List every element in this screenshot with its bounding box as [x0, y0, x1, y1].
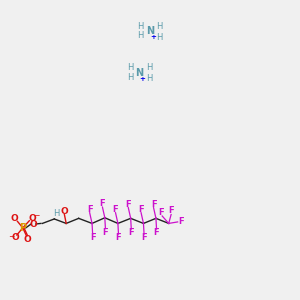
Text: F: F [116, 233, 121, 242]
Text: O: O [28, 214, 36, 223]
Text: F: F [178, 218, 184, 226]
Text: F: F [168, 206, 174, 215]
Text: −: − [8, 232, 15, 241]
Text: H: H [127, 73, 133, 82]
Text: F: F [87, 205, 92, 214]
Text: H: H [127, 63, 133, 72]
Text: F: F [154, 228, 159, 237]
Text: F: F [100, 199, 105, 208]
Text: O: O [11, 214, 18, 223]
Text: N: N [146, 26, 154, 36]
Text: N: N [136, 68, 144, 78]
Text: +: + [140, 76, 146, 82]
Text: −: − [33, 211, 39, 220]
Text: O: O [30, 220, 38, 229]
Text: H: H [156, 33, 163, 42]
Text: F: F [90, 233, 95, 242]
Text: H: H [137, 22, 144, 31]
Text: F: F [138, 205, 144, 214]
Text: F: F [103, 227, 108, 236]
Text: F: F [125, 200, 131, 208]
Text: F: F [141, 233, 147, 242]
Text: O: O [23, 235, 31, 244]
Text: F: F [128, 228, 134, 237]
Text: H: H [156, 22, 163, 31]
Text: H: H [146, 74, 152, 83]
Text: H: H [146, 63, 152, 72]
Text: +: + [150, 34, 156, 40]
Text: F: F [151, 200, 156, 208]
Text: F: F [113, 205, 118, 214]
Text: O: O [61, 207, 68, 216]
Text: F: F [158, 208, 164, 217]
Text: H: H [53, 208, 60, 217]
Text: H: H [137, 31, 144, 40]
Text: P: P [19, 223, 26, 233]
Text: O: O [11, 233, 19, 242]
